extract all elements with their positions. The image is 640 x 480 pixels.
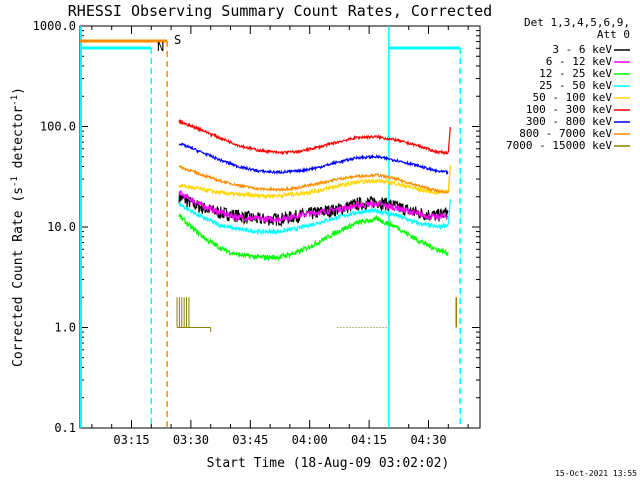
saa-annotation: S — [174, 33, 181, 47]
legend-header-attenuator: Att 0 — [597, 28, 630, 41]
series-line — [178, 189, 449, 224]
footer-date: 15-Oct-2021 13:55 — [555, 469, 637, 478]
x-axis-ticks: 03:15 03:30 03:45 04:00 04:15 04:30 — [91, 26, 469, 447]
series-line — [178, 118, 449, 156]
x-tick-label: 04:15 — [351, 433, 387, 447]
x-tick-label: 03:45 — [232, 433, 268, 447]
night-annotation: N — [157, 40, 164, 54]
x-tick-label: 03:15 — [113, 433, 149, 447]
status-markers — [80, 26, 461, 428]
series-line — [178, 142, 449, 176]
legend-label: 300 - 800 keV — [526, 115, 612, 128]
series-line — [178, 202, 449, 236]
legend-label: 25 - 50 keV — [539, 79, 612, 92]
y-tick-label: 1000.0 — [33, 19, 76, 33]
y-tick-label: 10.0 — [47, 220, 76, 234]
legend-label: 7000 - 15000 keV — [506, 139, 612, 152]
y-axis-ticks: 0.1 1.0 10.0 100.0 1000.0 — [33, 19, 480, 435]
x-tick-label: 04:00 — [292, 433, 328, 447]
series-lines — [176, 118, 457, 333]
x-tick-label: 03:30 — [173, 433, 209, 447]
chart-title: RHESSI Observing Summary Count Rates, Co… — [68, 2, 492, 20]
legend-label: 3 - 6 keV — [552, 43, 612, 56]
x-axis-label: Start Time (18-Aug-09 03:02:02) — [207, 456, 450, 471]
series-line — [178, 164, 449, 195]
legend-label: 50 - 100 keV — [533, 91, 613, 104]
series-line — [178, 213, 449, 262]
x-tick-label: 04:30 — [410, 433, 446, 447]
legend-label: 100 - 300 keV — [526, 103, 612, 116]
plot-frame — [79, 25, 481, 429]
series-end-spike — [447, 199, 451, 225]
y-axis-label: Corrected Count Rate (s-1 detector-1) — [10, 87, 26, 367]
legend-label: 6 - 12 keV — [546, 55, 613, 68]
legend-label: 800 - 7000 keV — [519, 127, 612, 140]
y-tick-label: 0.1 — [54, 421, 76, 435]
plot-axes — [79, 25, 481, 429]
series-end-spike — [447, 126, 451, 153]
series-end-spike — [447, 164, 451, 191]
legend-label: 12 - 25 keV — [539, 67, 612, 80]
legend-header-detectors: Det 1,3,4,5,6,9, — [524, 16, 630, 29]
y-tick-label: 1.0 — [54, 321, 76, 335]
y-tick-label: 100.0 — [40, 120, 76, 134]
series-line — [178, 177, 449, 200]
